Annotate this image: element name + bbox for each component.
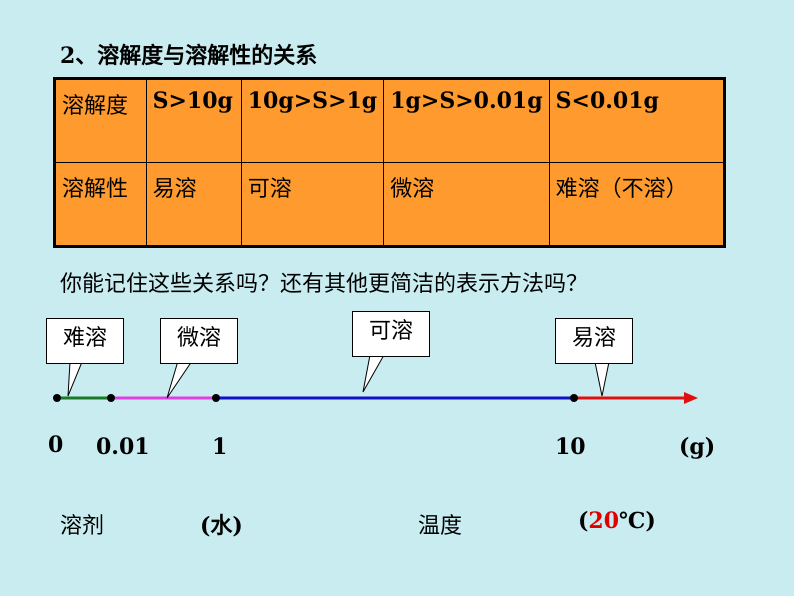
pointer-easily-soluble bbox=[594, 361, 610, 397]
callout-insoluble: 难溶 bbox=[46, 318, 124, 364]
point-10 bbox=[570, 394, 578, 402]
section-heading: 2、溶解度与溶解性的关系 bbox=[60, 43, 318, 69]
table-cell: S<0.01g bbox=[548, 78, 726, 163]
callout-soluble: 可溶 bbox=[352, 311, 430, 357]
tick-label: 10 bbox=[555, 434, 586, 460]
arrowhead bbox=[684, 392, 698, 404]
table-cell: 微溶 bbox=[383, 162, 550, 247]
table-row: 溶解性 易溶 可溶 微溶 难溶（不溶） bbox=[54, 162, 726, 247]
tick-label: 0 bbox=[48, 432, 64, 458]
temperature-label: 温度 bbox=[418, 514, 463, 539]
tick-label: 0.01 bbox=[96, 434, 150, 460]
callout-easily-soluble: 易溶 bbox=[555, 318, 633, 364]
table-cell: 难溶（不溶） bbox=[548, 162, 726, 247]
point-0 bbox=[53, 394, 61, 402]
table-cell: 可溶 bbox=[240, 162, 385, 247]
temperature-value: (20℃) bbox=[578, 508, 656, 534]
table-cell: 溶解性 bbox=[54, 162, 147, 247]
solvent-label: 溶剂 bbox=[60, 514, 105, 539]
pointer-slightly-soluble bbox=[166, 360, 193, 399]
temp-unit: ℃) bbox=[619, 508, 656, 534]
water-label: (水) bbox=[200, 513, 243, 539]
point-0-01 bbox=[107, 394, 115, 402]
table-cell: 易溶 bbox=[145, 162, 242, 247]
temp-open-paren: ( bbox=[578, 508, 589, 534]
point-1 bbox=[212, 394, 220, 402]
table-cell: 溶解度 bbox=[54, 78, 147, 163]
tick-label: 1 bbox=[212, 434, 228, 460]
question-text: 你能记住这些关系吗？还有其他更简洁的表示方法吗？ bbox=[60, 272, 589, 297]
temp-number: 20 bbox=[588, 508, 620, 534]
callout-slightly-soluble: 微溶 bbox=[160, 318, 238, 364]
pointer-soluble bbox=[362, 354, 385, 393]
table-cell: S>10g bbox=[145, 78, 242, 163]
pointer-insoluble bbox=[67, 361, 83, 397]
solubility-table: 溶解度 S>10g 10g>S>1g 1g>S>0.01g S<0.01g 溶解… bbox=[53, 77, 726, 248]
unit-label: (g) bbox=[679, 434, 716, 460]
